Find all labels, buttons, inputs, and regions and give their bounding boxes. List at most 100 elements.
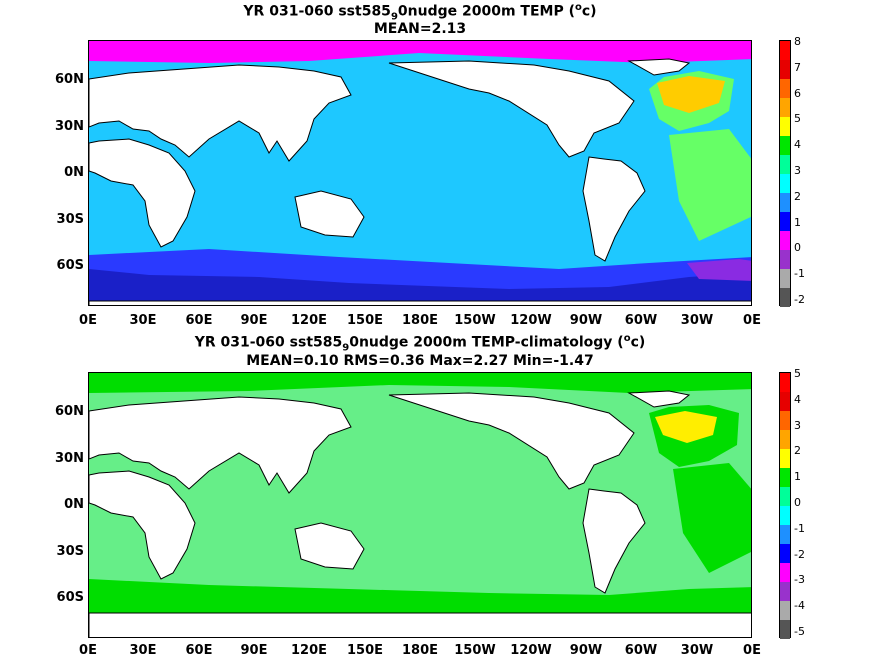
panel1-colorbar-segment	[780, 98, 790, 117]
panel1-map-canvas	[89, 41, 751, 305]
panel2-colorbar-tick: 5	[794, 367, 801, 380]
panel1-colorbar-segment	[780, 60, 790, 79]
panel1-lon-label: 90W	[569, 313, 603, 328]
panel2-colorbar-tick: -1	[794, 521, 805, 535]
panel1-title-prefix: YR 031-060 sst585	[243, 3, 391, 20]
panel1-colorbar-tick: 7	[794, 60, 801, 74]
panel2-lon-label: 120E	[290, 643, 328, 658]
panel2-colorbar-tick: 3	[794, 418, 801, 432]
panel1-lat-label: 30S	[56, 212, 84, 227]
panel2-lat-label: 0N	[64, 497, 84, 512]
panel2-title-mid: 0nudge 2000m TEMP-climatology (	[349, 334, 624, 351]
panel1-stats: MEAN=2.13	[373, 21, 467, 37]
panel1-colorbar	[779, 40, 791, 307]
panel1-lon-label: 120W	[510, 313, 552, 328]
panel2-lon-label: 0E	[743, 643, 761, 658]
panel1-lon-label: 0E	[743, 313, 761, 328]
panel2-colorbar-segment	[780, 411, 790, 430]
panel2-stats: MEAN=0.10 RMS=0.36 Max=2.27 Min=-1.47	[246, 353, 594, 369]
panel1-south-atlantic	[669, 129, 751, 241]
panel1-title-suffix: c)	[581, 3, 597, 20]
panel2-land	[89, 390, 751, 637]
panel1-colorbar-tick: 6	[794, 86, 801, 100]
panel1-lat-label: 60S	[56, 258, 84, 273]
panel1-colorbar-tick: 2	[794, 189, 801, 203]
panel1-colorbar-segment	[780, 231, 790, 250]
panel1-colorbar-tick: 5	[794, 112, 801, 126]
panel1-colorbar-tick: 8	[794, 35, 801, 48]
panel2-colorbar-tick: 4	[794, 392, 801, 406]
panel2-title-suffix: c)	[630, 334, 646, 351]
panel1-colorbar-segment	[780, 41, 790, 60]
panel1-colorbar-segment	[780, 212, 790, 231]
panel1-lon-label: 30E	[129, 313, 157, 328]
panel1-colorbar-segment	[780, 117, 790, 136]
panel2-title-sub: 9	[342, 342, 350, 354]
panel1-colorbar-tick: -2	[794, 293, 805, 306]
panel2-colorbar-segment	[780, 430, 790, 449]
panel2-colorbar	[779, 372, 791, 639]
panel2-colorbar-segment	[780, 392, 790, 411]
panel1-colorbar-segment	[780, 79, 790, 98]
panel2-map	[88, 372, 752, 638]
panel2-lat-label: 60S	[56, 590, 84, 605]
panel1-lon-label: 60E	[185, 313, 213, 328]
panel1-title-sub: 9	[390, 11, 398, 23]
panel1-map	[88, 40, 752, 306]
panel2-colorbar-segment	[780, 487, 790, 506]
panel1-lat-label: 0N	[64, 165, 84, 180]
panel1-lon-label: 30W	[680, 313, 714, 328]
panel2-title-sup: o	[623, 333, 631, 344]
panel2-colorbar-tick: 0	[794, 496, 801, 509]
panel2-lon-label: 60E	[185, 643, 213, 658]
panel1-colorbar-segment	[780, 288, 790, 307]
panel2-arctic-ocean	[89, 373, 751, 393]
panel1-colorbar-segment	[780, 174, 790, 193]
panel2-lon-label: 0E	[79, 643, 97, 658]
panel2-colorbar-tick: -2	[794, 547, 805, 561]
panel1-colorbar-tick: 4	[794, 138, 801, 152]
panel1-title-sup: o	[575, 2, 582, 13]
panel1-title: YR 031-060 sst58590nudge 2000m TEMP (oc)	[88, 0, 752, 25]
panel1-colorbar-tick: 1	[794, 215, 801, 229]
panel1-lon-label: 120E	[290, 313, 328, 328]
panel2-lon-label: 150E	[346, 643, 384, 658]
panel1-lon-label: 90E	[240, 313, 268, 328]
panel2-lon-label: 30E	[129, 643, 157, 658]
panel1-atlantic-warm	[657, 76, 725, 113]
panel2-title: YR 031-060 sst58590nudge 2000m TEMP-clim…	[88, 331, 752, 356]
panel2-colorbar-segment	[780, 582, 790, 601]
panel2-lon-label: 90W	[569, 643, 603, 658]
panel1-colorbar-tick: 3	[794, 164, 801, 177]
panel2-colorbar-tick: -4	[794, 599, 805, 613]
panel1-colorbar-segment	[780, 193, 790, 212]
panel2-lon-label: 30W	[680, 643, 714, 658]
panel1-colorbar-segment	[780, 269, 790, 288]
panel2-colorbar-tick: -3	[794, 573, 805, 587]
panel1-colorbar-segment	[780, 155, 790, 174]
panel2-lon-label: 150W	[454, 643, 496, 658]
panel1-title-mid: 0nudge 2000m TEMP (	[397, 3, 575, 20]
panel1-colorbar-tick: -1	[794, 267, 805, 281]
panel2-map-canvas	[89, 373, 751, 637]
panel1-lon-label: 180E	[401, 313, 439, 328]
panel1-lon-label: 150E	[346, 313, 384, 328]
panel2-colorbar-segment	[780, 620, 790, 639]
panel2-colorbar-segment	[780, 449, 790, 468]
panel2-colorbar-segment	[780, 544, 790, 563]
panel2-colorbar-segment	[780, 468, 790, 487]
panel2-colorbar-segment	[780, 525, 790, 544]
panel2-atlantic-warm	[655, 411, 717, 443]
panel2-colorbar-segment	[780, 563, 790, 582]
panel2-lon-label: 60W	[624, 643, 658, 658]
panel1-weddell-anomaly	[687, 259, 751, 281]
panel2-lat-label: 60N	[55, 404, 84, 419]
panel2-colorbar-tick: -5	[794, 625, 805, 638]
panel2-lat-label: 30N	[55, 451, 84, 466]
panel1-lat-label: 30N	[55, 119, 84, 134]
panel1-lon-label: 60W	[624, 313, 658, 328]
panel2-title-prefix: YR 031-060 sst585	[194, 334, 343, 351]
panel1-lon-label: 0E	[79, 313, 97, 328]
panel1-colorbar-segment	[780, 136, 790, 155]
panel2-southern-band	[89, 579, 751, 613]
